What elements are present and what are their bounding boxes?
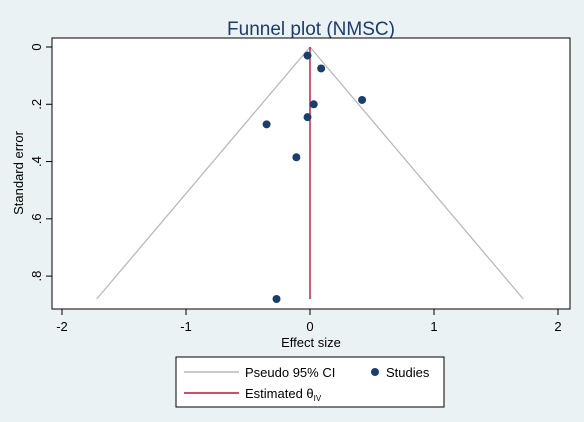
x-tick-label: 0 — [306, 319, 313, 334]
legend: Pseudo 95% CI Studies Estimated θIV — [175, 356, 445, 408]
study-points — [262, 51, 367, 303]
pseudo-ci-funnel — [96, 46, 524, 300]
legend-theta-label: Estimated θIV — [245, 386, 322, 403]
study-point — [309, 100, 318, 109]
study-point — [317, 64, 326, 73]
funnel-right-line — [309, 46, 524, 300]
y-tick-label: .4 — [29, 156, 44, 167]
y-tick-label: .8 — [29, 271, 44, 282]
x-tick-label: 1 — [430, 319, 437, 334]
study-point — [303, 113, 312, 122]
legend-theta-subscript: IV — [314, 394, 322, 403]
legend-studies-label: Studies — [386, 365, 430, 380]
funnel-left-line — [96, 46, 311, 300]
legend-studies-swatch — [371, 368, 379, 376]
chart-title: Funnel plot (NMSC) — [227, 19, 395, 40]
study-point — [262, 120, 271, 129]
legend-theta-main: Estimated θ — [245, 386, 314, 401]
x-tick-label: 2 — [554, 319, 561, 334]
x-axis-label: Effect size — [281, 335, 341, 350]
x-tick-label: -1 — [180, 319, 192, 334]
y-axis-ticks: 0 .2 .4 .6 .8 — [29, 43, 52, 282]
study-point — [292, 153, 301, 162]
y-tick-label: .2 — [29, 99, 44, 110]
study-point — [358, 95, 367, 104]
y-axis-label: Standard error — [11, 130, 26, 214]
plot-area — [51, 37, 571, 310]
x-axis-ticks: -2 -1 0 1 2 — [56, 309, 562, 334]
y-tick-label: 0 — [29, 43, 44, 50]
legend-ci-label: Pseudo 95% CI — [245, 365, 335, 380]
study-point — [272, 295, 281, 303]
y-tick-label: .6 — [29, 213, 44, 224]
legend-box — [175, 356, 445, 408]
study-point — [303, 51, 312, 60]
x-tick-label: -2 — [56, 319, 68, 334]
